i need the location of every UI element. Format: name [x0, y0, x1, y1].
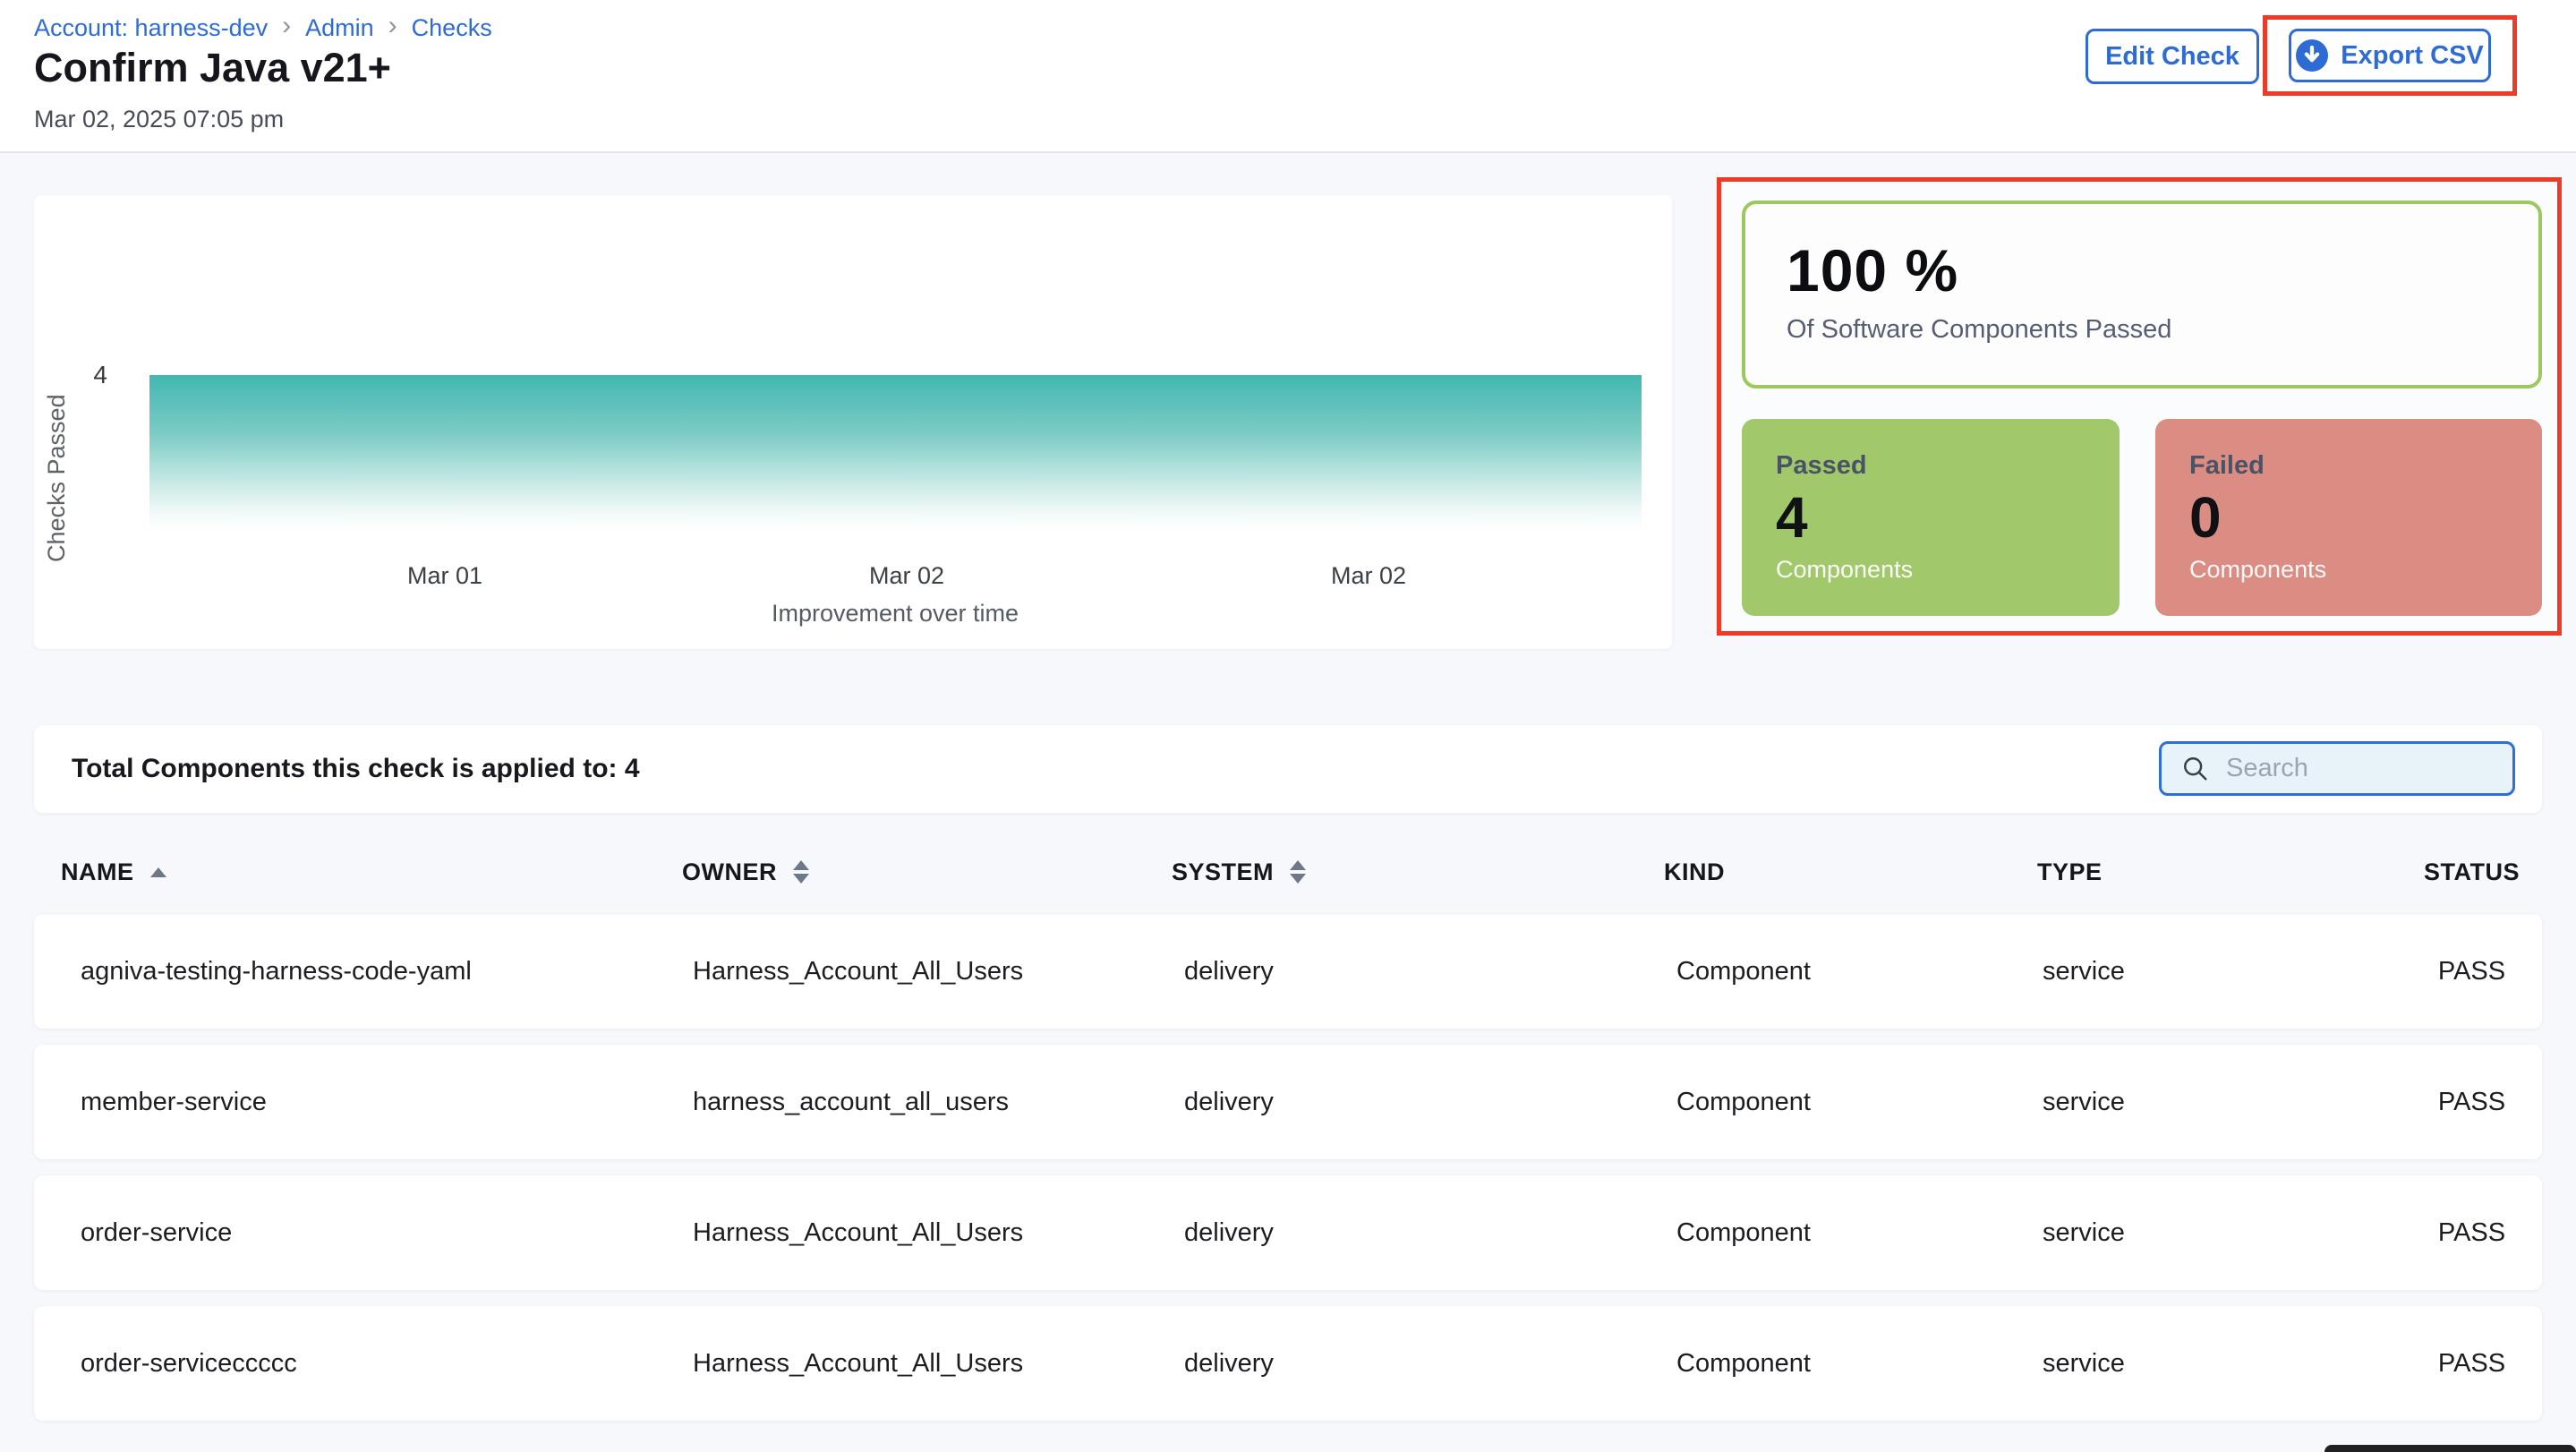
cell-kind: Component [1676, 1087, 1811, 1116]
cell-type: service [2043, 1348, 2125, 1378]
cell-type: service [2043, 956, 2125, 986]
cell-type: service [2043, 1217, 2125, 1247]
cell-name: member-service [81, 1087, 267, 1116]
sort-toggle-icon [1290, 860, 1307, 884]
cell-name: agniva-testing-harness-code-yaml [81, 956, 472, 986]
total-components-text: Total Components this check is applied t… [72, 754, 640, 783]
chart-caption: Improvement over time [771, 600, 1019, 627]
cell-kind: Component [1676, 1217, 1811, 1247]
column-header-status: STATUS [2401, 858, 2542, 886]
column-header-kind: KIND [1664, 858, 2037, 886]
table-row[interactable]: order-service Harness_Account_All_Users … [34, 1175, 2542, 1290]
failed-unit: Components [2189, 556, 2327, 584]
cell-owner: Harness_Account_All_Users [693, 1217, 1024, 1247]
column-header-system[interactable]: SYSTEM [1172, 858, 1664, 886]
cell-kind: Component [1676, 1348, 1811, 1378]
annotation-highlight-export: Export CSV [2263, 15, 2517, 96]
export-csv-button-label: Export CSV [2341, 40, 2484, 70]
breadcrumb: Account: harness-dev › Admin › Checks [34, 13, 492, 43]
download-icon [2296, 39, 2329, 72]
checks-passed-chart: Checks Passed 4 Mar 01 Mar 02 Mar 02 Imp… [34, 195, 1672, 649]
breadcrumb-separator: › [388, 11, 397, 40]
column-header-name-label: NAME [61, 858, 134, 885]
search-box [2159, 741, 2515, 796]
column-header-kind-label: KIND [1664, 858, 1725, 885]
sort-ascending-icon [149, 867, 166, 877]
column-header-type-label: TYPE [2037, 858, 2103, 885]
search-icon [2181, 755, 2210, 783]
column-header-name[interactable]: NAME [61, 858, 682, 886]
failed-label: Failed [2189, 451, 2265, 480]
search-input[interactable] [2226, 754, 2477, 783]
table-row[interactable]: member-service harness_account_all_users… [34, 1045, 2542, 1159]
failed-value: 0 [2189, 485, 2222, 550]
column-header-system-label: SYSTEM [1172, 858, 1275, 885]
export-csv-button[interactable]: Export CSV [2289, 29, 2491, 82]
percent-passed-card: 100 % Of Software Components Passed [1742, 201, 2542, 389]
sort-toggle-icon [793, 860, 809, 884]
breadcrumb-checks-link[interactable]: Checks [411, 13, 492, 41]
cell-status: PASS [2437, 1087, 2506, 1116]
chart-y-axis-label: Checks Passed [43, 394, 70, 562]
cell-type: service [2043, 1087, 2125, 1116]
top-bar: Account: harness-dev › Admin › Checks Co… [0, 0, 2576, 153]
cell-owner: Harness_Account_All_Users [693, 1348, 1024, 1378]
chart-x-tick: Mar 02 [868, 562, 945, 589]
edit-check-button[interactable]: Edit Check [2086, 29, 2259, 84]
passed-unit: Components [1776, 556, 1914, 584]
cell-status: PASS [2437, 1217, 2506, 1247]
cell-name: order-serviceccccc [81, 1348, 297, 1378]
column-header-status-label: STATUS [2424, 858, 2520, 885]
cell-kind: Component [1676, 956, 1811, 986]
percent-passed-value: 100 % [1787, 237, 1959, 303]
chart-area-series [149, 375, 1642, 533]
cell-status: PASS [2437, 1348, 2506, 1378]
table-header-row: NAME OWNER SYSTEM KIND TYPE STATUS [34, 833, 2542, 911]
percent-passed-caption: Of Software Components Passed [1787, 315, 2172, 344]
breadcrumb-account-link[interactable]: Account: harness-dev [34, 13, 269, 41]
cell-status: PASS [2437, 956, 2506, 986]
breadcrumb-separator: › [282, 11, 292, 40]
cell-system: delivery [1184, 956, 1274, 986]
failed-components-card: Failed 0 Components [2155, 419, 2542, 616]
cell-owner: Harness_Account_All_Users [693, 956, 1024, 986]
cell-system: delivery [1184, 1348, 1274, 1378]
check-timestamp: Mar 02, 2025 07:05 pm [34, 106, 285, 132]
passed-value: 4 [1776, 485, 1808, 550]
page-title: Confirm Java v21+ [34, 45, 391, 90]
chart-x-tick: Mar 02 [1330, 562, 1407, 589]
breadcrumb-admin-link[interactable]: Admin [305, 13, 374, 41]
column-header-type: TYPE [2037, 858, 2401, 886]
column-header-owner[interactable]: OWNER [682, 858, 1172, 886]
table-row[interactable]: agniva-testing-harness-code-yaml Harness… [34, 914, 2542, 1029]
column-header-owner-label: OWNER [682, 858, 777, 885]
passed-label: Passed [1776, 451, 1867, 480]
cell-system: delivery [1184, 1217, 1274, 1247]
cell-owner: harness_account_all_users [693, 1087, 1010, 1116]
edit-check-button-label: Edit Check [2105, 41, 2239, 71]
cell-name: order-service [81, 1217, 233, 1247]
chart-x-tick: Mar 01 [406, 562, 483, 589]
cell-system: delivery [1184, 1087, 1274, 1116]
chart-y-tick: 4 [93, 361, 107, 389]
toast-top-edge [2324, 1445, 2576, 1452]
total-components-bar: Total Components this check is applied t… [34, 725, 2542, 813]
annotation-highlight-stats: 100 % Of Software Components Passed Pass… [1717, 177, 2562, 636]
table-row[interactable]: order-serviceccccc Harness_Account_All_U… [34, 1306, 2542, 1421]
passed-components-card: Passed 4 Components [1742, 419, 2120, 616]
